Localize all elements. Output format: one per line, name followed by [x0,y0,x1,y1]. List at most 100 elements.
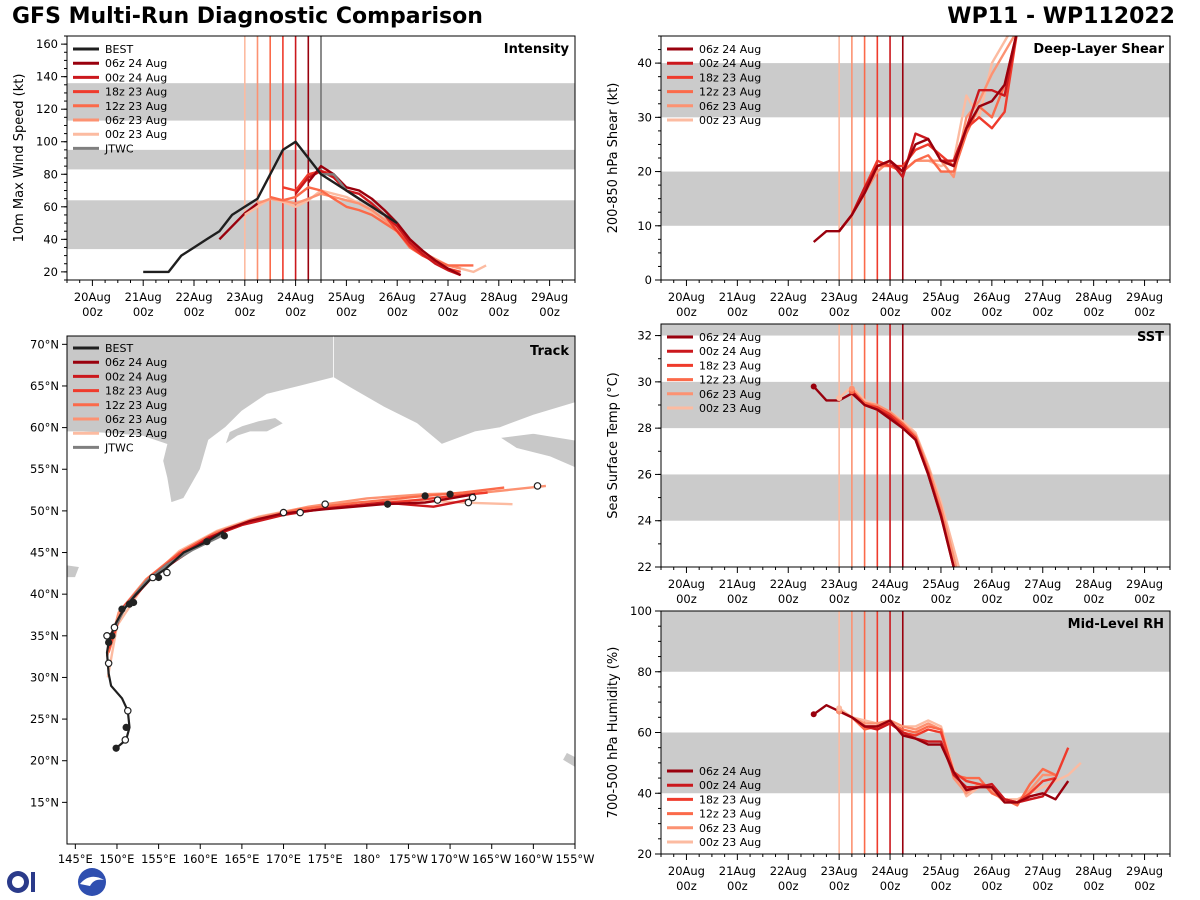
init-point [848,385,855,392]
y-tick-label: 80 [43,167,58,181]
x-tick-label: 00z [778,305,799,319]
legend-entry: 12z 23 Aug [699,374,761,387]
x-tick-label: 00z [1134,592,1155,606]
y-tick-label: 30 [637,110,652,124]
intensity-band [661,474,1170,521]
y-tick-label: 60°N [30,421,59,435]
track-point-open [123,706,132,715]
legend-entry: 12z 23 Aug [105,399,167,412]
x-tick-label: 24Aug [872,864,909,878]
y-tick-label: 20 [43,265,58,279]
plot-area-sst [661,324,1170,567]
init-point [810,383,817,390]
panel-title: Mid-Level RH [1068,617,1164,632]
track-point-filled [203,538,211,546]
y-tick-label: 22 [637,560,652,574]
x-tick-label: 00z [1083,305,1104,319]
series-line [813,704,1070,804]
x-tick-label: 165°E [224,852,259,866]
x-tick-label: 23Aug [821,290,858,304]
track-point-open [148,573,157,582]
track-point-open [464,498,473,507]
track-point-filled [384,500,392,508]
x-tick-label: 00z [539,305,560,319]
x-tick-label: 29Aug [531,290,568,304]
x-tick-label: 00z [1083,592,1104,606]
y-tick-label: 40 [43,232,58,246]
y-axis-label: 10m Max Wind Speed (kt) [12,74,27,243]
legend-entry: 12z 23 Aug [105,100,167,113]
init-point [836,395,843,402]
land-alaska-peninsula [498,432,575,469]
x-tick-label: 00z [880,305,901,319]
y-tick-label: 60 [43,200,58,214]
plot-area-rh [661,611,1170,854]
land-siberia [67,336,575,504]
legend-entry: 12z 23 Aug [699,86,761,99]
x-tick-label: 21Aug [719,290,756,304]
legend-entry: 00z 23 Aug [105,427,167,440]
x-tick-label: 00z [234,305,255,319]
init-point [810,711,817,718]
x-tick-label: 24Aug [872,290,909,304]
legend-entry: 00z 23 Aug [105,128,167,141]
land-kamchatka-tip [224,417,285,446]
x-tick-label: 175°W [389,852,428,866]
series-line [812,385,955,567]
y-axis-label: Sea Surface Temp (°C) [606,372,621,519]
y-tick-label: 120 [36,102,58,116]
axes-frame [66,335,576,845]
track-point-filled [446,490,454,498]
x-tick-label: 170°E [266,852,301,866]
y-tick-label: 24 [637,514,652,528]
x-tick-label: 00z [727,879,748,893]
x-tick-label: 00z [1134,305,1155,319]
x-tick-label: 26Aug [973,290,1010,304]
track-point-open [533,482,542,490]
x-tick-label: 20Aug [668,864,705,878]
track-point-open [279,508,288,517]
track-plot-area [67,336,575,768]
y-tick-label: 28 [637,421,652,435]
legend-entry: 00z 23 Aug [699,836,761,849]
y-tick-label: 25°N [30,712,59,726]
x-tick-label: 22Aug [770,864,807,878]
legend-entry: 06z 23 Aug [699,822,761,835]
x-tick-label: 165°W [472,852,511,866]
x-tick-label: 00z [133,305,154,319]
x-tick-label: 00z [778,592,799,606]
legend-entry: 18z 23 Aug [699,359,761,372]
x-tick-label: 29Aug [1126,577,1163,591]
legend-entry: 00z 24 Aug [105,71,167,84]
y-tick-label: 40 [637,786,652,800]
x-tick-label: 00z [1032,592,1053,606]
legend-entry: 06z 23 Aug [699,388,761,401]
x-tick-label: 29Aug [1126,290,1163,304]
x-tick-label: 28Aug [1075,577,1112,591]
x-tick-label: 155°W [555,852,594,866]
track-point-filled [122,723,130,732]
intensity-band [661,732,1170,794]
x-tick-label: 28Aug [1075,290,1112,304]
x-tick-label: 26Aug [973,577,1010,591]
x-tick-label: 00z [931,879,952,893]
x-tick-label: 00z [727,305,748,319]
x-tick-label: 25Aug [922,864,959,878]
y-tick-label: 0 [645,273,652,287]
legend-entry: 00z 24 Aug [699,779,761,792]
y-tick-label: 160 [36,37,58,51]
panel-track: 145°E 150°E 155°E 160°E 165°E 170°E 175°E 180° 1… [30,335,595,866]
y-tick-label: 20°N [30,754,59,768]
legend-entry: JTWC [104,441,134,454]
legend-entry: 06z 24 Aug [105,356,167,369]
y-tick-label: 100 [36,135,58,149]
y-tick-label: 140 [36,70,58,84]
y-tick-label: 20 [637,165,652,179]
x-tick-label: 23Aug [226,290,263,304]
x-tick-label: 22Aug [770,290,807,304]
x-tick-label: 29Aug [1126,864,1163,878]
intensity-band [661,171,1170,226]
legend-entry: BEST [105,342,133,355]
land-hokkaido [67,564,81,578]
panel-sst: 20Aug00z21Aug00z22Aug00z23Aug00z24Aug00z… [606,323,1171,606]
